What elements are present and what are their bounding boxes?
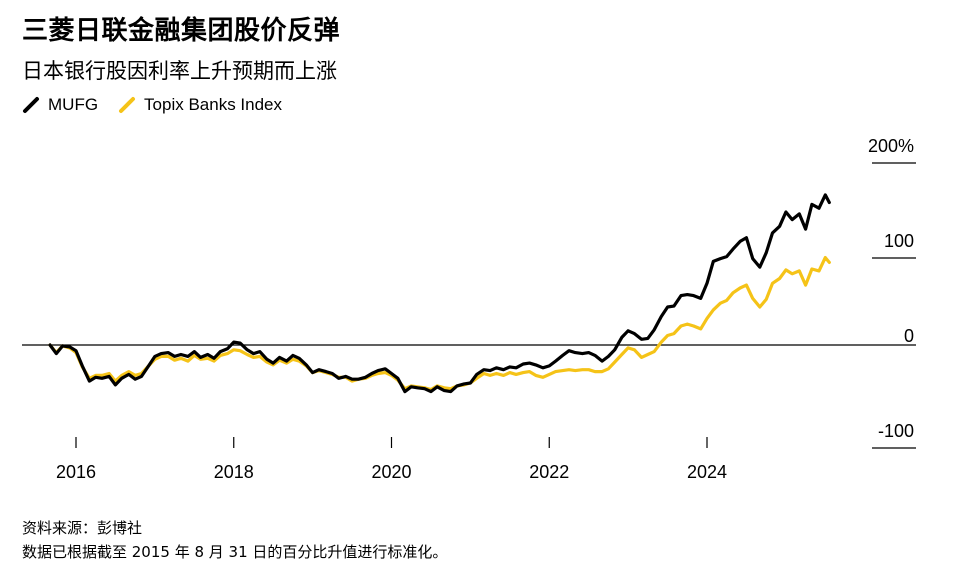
series-lines [48,193,831,394]
legend-swatch-mufg [23,97,39,113]
x-tick-label: 2022 [529,462,569,482]
series-line-mufg [48,193,831,394]
legend-label-topix: Topix Banks Index [144,95,283,114]
legend-item-topix: Topix Banks Index [118,95,282,115]
x-tick-label: 2016 [56,462,96,482]
y-tick-label: 200% [868,136,914,156]
chart-title: 三菱日联金融集团股价反弹 [22,16,341,46]
chart-subtitle: 日本银行股因利率上升预期而上涨 [22,59,337,83]
x-tick-label: 2020 [371,462,411,482]
x-tick-label: 2024 [687,462,727,482]
legend-swatch-topix [119,97,136,113]
legend: MUFG Topix Banks Index [22,95,302,115]
x-tick-label: 2018 [214,462,254,482]
legend-item-mufg: MUFG [22,95,98,115]
y-gridlines [22,162,916,449]
y-tick-label: -100 [878,421,914,441]
y-tick-label: 100 [884,231,914,251]
legend-label-mufg: MUFG [48,95,99,114]
y-axis-tick-labels: 200% 100 0 -100 [868,136,914,441]
normalization-note: 数据已根据截至 2015 年 8 月 31 日的百分比升值进行标准化。 [22,543,448,561]
source-note: 资料来源：彭博社 [22,519,143,537]
series-line-topix-banks [48,256,831,392]
y-tick-label: 0 [904,326,914,346]
x-axis: 2016 2018 2020 2022 2024 [56,437,727,482]
